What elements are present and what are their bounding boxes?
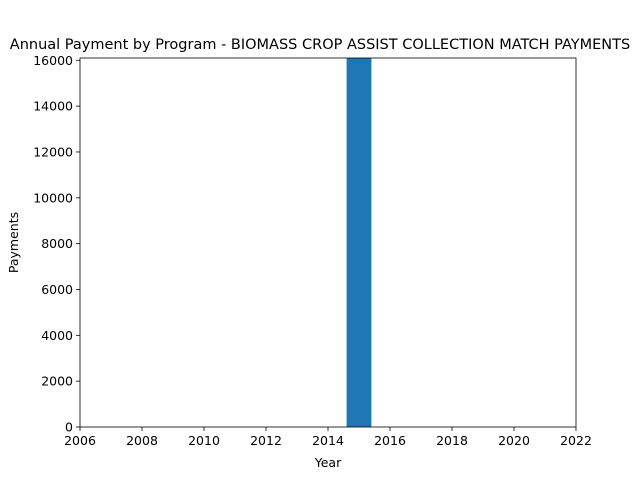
y-axis-ticks: 0 2000 4000 6000 8000 10000 12000 14000 16000	[33, 53, 80, 435]
x-axis-label: Year	[314, 455, 342, 470]
y-tick-label: 16000	[33, 53, 73, 68]
y-tick-label: 0	[65, 420, 73, 435]
y-tick-label: 4000	[41, 328, 73, 343]
x-tick-label: 2018	[436, 433, 468, 448]
y-tick-label: 6000	[41, 282, 73, 297]
x-tick-label: 2008	[126, 433, 158, 448]
y-axis-label: Payments	[6, 212, 21, 273]
x-tick-label: 2016	[374, 433, 406, 448]
plot-area-frame	[79, 57, 577, 428]
x-tick-label: 2012	[250, 433, 282, 448]
chart-title: Annual Payment by Program - BIOMASS CROP…	[10, 37, 630, 53]
x-tick-label: 2006	[64, 433, 96, 448]
bar-2015	[346, 58, 372, 427]
x-tick-label: 2020	[498, 433, 530, 448]
bars-group	[346, 58, 372, 427]
x-tick-label: 2022	[560, 433, 592, 448]
y-tick-label: 8000	[41, 236, 73, 251]
y-tick-label: 10000	[33, 190, 73, 205]
x-tick-label: 2014	[312, 433, 344, 448]
y-tick-label: 12000	[33, 144, 73, 159]
x-axis-ticks: 2006 2008 2010 2012 2014 2016 2018 2020 2022	[64, 427, 592, 448]
y-tick-label: 14000	[33, 99, 73, 114]
x-tick-label: 2010	[188, 433, 220, 448]
y-tick-label: 2000	[41, 374, 73, 389]
